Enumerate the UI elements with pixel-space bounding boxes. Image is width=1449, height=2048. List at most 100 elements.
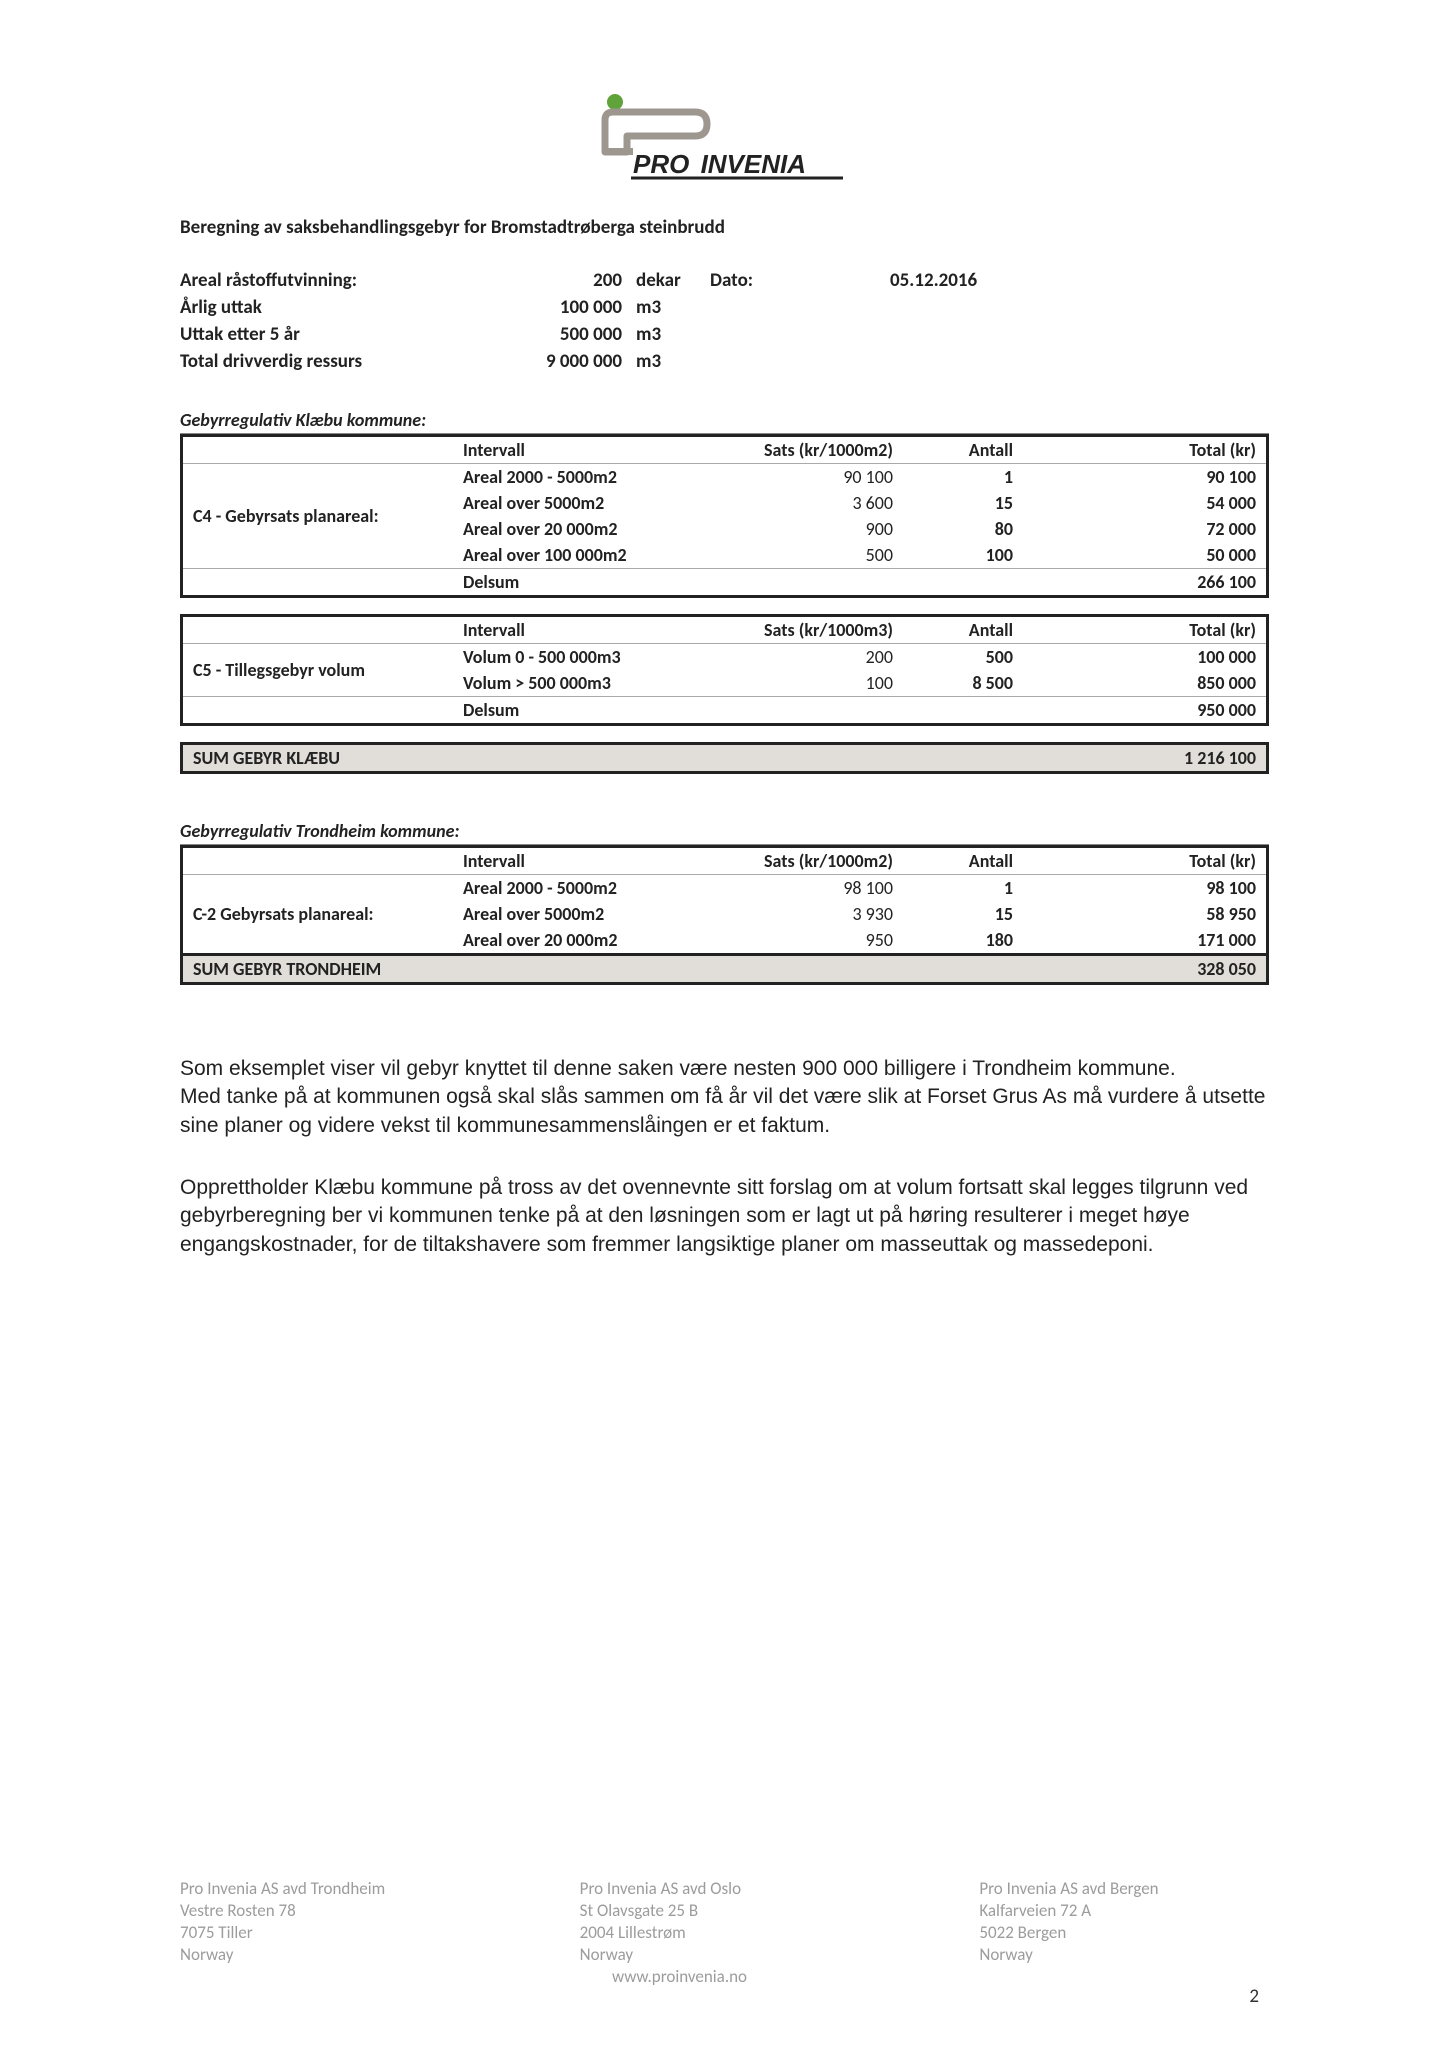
sum-trondheim: SUM GEBYR TRONDHEIM 328 050 — [182, 955, 1268, 984]
cell: Areal over 100 000m2 — [453, 542, 703, 569]
cell: Volum > 500 000m3 — [453, 670, 703, 697]
footer-line: Norway — [580, 1944, 870, 1966]
cell: 1 — [903, 875, 1023, 902]
document-page: PRO INVENIA Beregning av saksbehandlings… — [0, 0, 1449, 2048]
summary-value: 500 000 — [490, 323, 630, 346]
row-category: C-2 Gebyrsats planareal: — [182, 875, 454, 955]
cell: 200 — [703, 644, 903, 671]
sum-klaebu: SUM GEBYR KLÆBU 1 216 100 — [180, 742, 1269, 774]
col-header: Antall — [903, 847, 1023, 875]
table-row: C4 - Gebyrsats planareal: Areal 2000 - 5… — [182, 464, 1268, 491]
cell: 3 600 — [703, 490, 903, 516]
summary-label: Total drivverdig ressurs — [180, 350, 490, 373]
cell: 850 000 — [1023, 670, 1268, 697]
cell: Areal over 5000m2 — [453, 901, 703, 927]
table-delsum: Delsum 950 000 — [182, 697, 1268, 725]
page-number: 2 — [1249, 1985, 1259, 2008]
footer-line: Pro Invenia AS avd Trondheim — [180, 1878, 470, 1900]
cell: Areal 2000 - 5000m2 — [453, 464, 703, 491]
logo: PRO INVENIA — [180, 90, 1269, 180]
logo-text-left: PRO — [633, 149, 689, 179]
table-c4: Intervall Sats (kr/1000m2) Antall Total … — [180, 434, 1269, 598]
col-header: Antall — [903, 616, 1023, 644]
table-row: C5 - Tillegsgebyr volum Volum 0 - 500 00… — [182, 644, 1268, 671]
table-c2: Intervall Sats (kr/1000m2) Antall Total … — [180, 845, 1269, 985]
cell: 90 100 — [703, 464, 903, 491]
col-header: Total (kr) — [1023, 616, 1268, 644]
cell: 1 — [903, 464, 1023, 491]
summary-value: 200 — [490, 269, 630, 292]
cell: 500 — [903, 644, 1023, 671]
table-c5: Intervall Sats (kr/1000m3) Antall Total … — [180, 614, 1269, 726]
body-text: Som eksemplet viser vil gebyr knyttet ti… — [180, 1055, 1269, 1259]
footer-line: Kalfarveien 72 A — [979, 1900, 1269, 1922]
sum-value: 1 216 100 — [880, 744, 1268, 773]
footer-line: St Olavsgate 25 B — [580, 1900, 870, 1922]
footer-address: Pro Invenia AS avd Bergen Kalfarveien 72… — [979, 1878, 1269, 1988]
cell: Areal over 5000m2 — [453, 490, 703, 516]
col-header: Antall — [903, 436, 1023, 464]
logo-svg: PRO INVENIA — [585, 90, 865, 180]
date-label: Dato: — [710, 269, 890, 292]
footer-line: Pro Invenia AS avd Bergen — [979, 1878, 1269, 1900]
summary-value: 100 000 — [490, 296, 630, 319]
cell: 500 — [703, 542, 903, 569]
cell: 54 000 — [1023, 490, 1268, 516]
footer-line: Vestre Rosten 78 — [180, 1900, 470, 1922]
cell: 100 — [703, 670, 903, 697]
footer-line: 7075 Tiller — [180, 1922, 470, 1944]
cell: 72 000 — [1023, 516, 1268, 542]
section-title-trondheim: Gebyrregulativ Trondheim kommune: — [180, 820, 1269, 845]
col-header: Intervall — [453, 436, 703, 464]
col-header: Intervall — [453, 847, 703, 875]
cell: Areal 2000 - 5000m2 — [453, 875, 703, 902]
col-header: Sats (kr/1000m3) — [703, 616, 903, 644]
footer-line: Norway — [979, 1944, 1269, 1966]
cell: 50 000 — [1023, 542, 1268, 569]
col-header: Total (kr) — [1023, 847, 1268, 875]
delsum-value: 266 100 — [1023, 569, 1268, 597]
summary-unit: m3 — [630, 296, 710, 319]
col-header: Total (kr) — [1023, 436, 1268, 464]
cell: 900 — [703, 516, 903, 542]
footer-url: www.proinvenia.no — [490, 1966, 870, 1988]
summary-unit: m3 — [630, 323, 710, 346]
delsum-value: 950 000 — [1023, 697, 1268, 725]
summary-unit: dekar — [630, 269, 710, 292]
cell: Areal over 20 000m2 — [453, 927, 703, 955]
sum-label: SUM GEBYR KLÆBU — [182, 744, 881, 773]
delsum-label: Delsum — [453, 569, 703, 597]
cell: 171 000 — [1023, 927, 1268, 955]
summary-block: Areal råstoffutvinning: 200 dekar Dato: … — [180, 269, 1269, 373]
summary-unit: m3 — [630, 350, 710, 373]
footer-line: Norway — [180, 1944, 470, 1966]
cell: Areal over 20 000m2 — [453, 516, 703, 542]
cell: 15 — [903, 490, 1023, 516]
cell: 80 — [903, 516, 1023, 542]
cell: 950 — [703, 927, 903, 955]
cell: 8 500 — [903, 670, 1023, 697]
footer-address: Pro Invenia AS avd Oslo St Olavsgate 25 … — [580, 1878, 870, 1988]
row-category: C4 - Gebyrsats planareal: — [182, 464, 454, 569]
table-row: C-2 Gebyrsats planareal: Areal 2000 - 50… — [182, 875, 1268, 902]
cell: 100 000 — [1023, 644, 1268, 671]
col-header: Sats (kr/1000m2) — [703, 847, 903, 875]
cell: 15 — [903, 901, 1023, 927]
col-header: Sats (kr/1000m2) — [703, 436, 903, 464]
cell: Volum 0 - 500 000m3 — [453, 644, 703, 671]
cell: 90 100 — [1023, 464, 1268, 491]
summary-label: Areal råstoffutvinning: — [180, 269, 490, 292]
sum-value: 328 050 — [1023, 955, 1268, 984]
footer-line: Pro Invenia AS avd Oslo — [580, 1878, 870, 1900]
logo-text-right: INVENIA — [700, 149, 805, 179]
cell: 98 100 — [1023, 875, 1268, 902]
footer-line: 2004 Lillestrøm — [580, 1922, 870, 1944]
page-footer: Pro Invenia AS avd Trondheim Vestre Rost… — [180, 1878, 1269, 2008]
delsum-label: Delsum — [453, 697, 703, 725]
footer-line: 5022 Bergen — [979, 1922, 1269, 1944]
cell: 3 930 — [703, 901, 903, 927]
summary-label: Uttak etter 5 år — [180, 323, 490, 346]
summary-value: 9 000 000 — [490, 350, 630, 373]
col-header: Intervall — [453, 616, 703, 644]
cell: 180 — [903, 927, 1023, 955]
